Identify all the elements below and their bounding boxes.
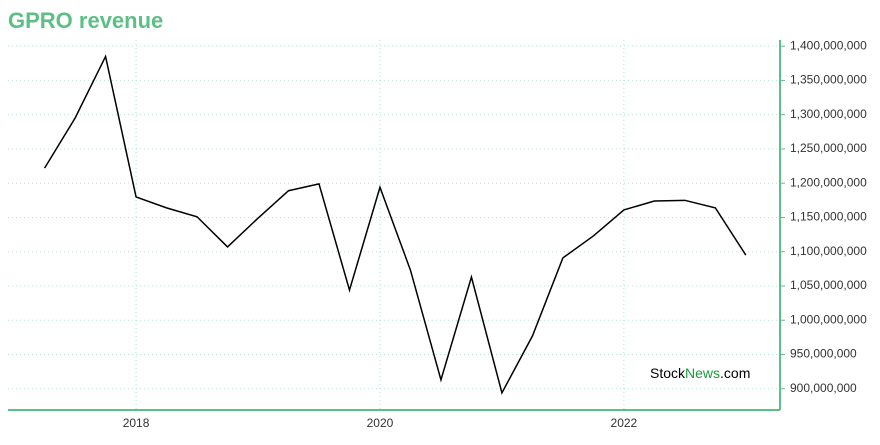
y-tick-label: 1,400,000,000 [790, 38, 867, 52]
y-tick-label: 1,300,000,000 [790, 107, 867, 121]
y-tick-label: 1,000,000,000 [790, 312, 867, 326]
chart-title: GPRO revenue [8, 8, 163, 33]
y-tick-label: 1,100,000,000 [790, 244, 867, 258]
x-tick-label: 2020 [367, 416, 394, 430]
watermark-part: News [685, 365, 720, 381]
y-tick-label: 1,200,000,000 [790, 175, 867, 189]
x-tick-label: 2022 [611, 416, 638, 430]
y-tick-label: 1,150,000,000 [790, 210, 867, 224]
y-tick-label: 950,000,000 [790, 347, 857, 361]
x-tick-label: 2018 [123, 416, 150, 430]
watermark: StockNews.com [650, 365, 750, 381]
watermark-part: .com [720, 365, 750, 381]
y-tick-label: 1,250,000,000 [790, 141, 867, 155]
y-tick-label: 900,000,000 [790, 381, 857, 395]
y-tick-label: 1,050,000,000 [790, 278, 867, 292]
watermark-part: Stock [650, 365, 686, 381]
y-tick-label: 1,350,000,000 [790, 73, 867, 87]
line-series [43, 54, 747, 395]
